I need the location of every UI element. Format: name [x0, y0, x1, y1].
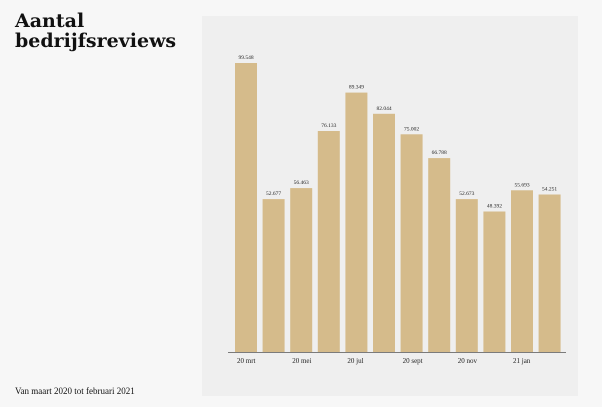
bar-20-mei: [290, 188, 313, 352]
x-tick-label: 20 mei: [292, 357, 311, 365]
bar-20-dec: [483, 211, 506, 352]
x-tick-label: 20 mrt: [237, 357, 256, 365]
chart-subtitle: Van maart 2020 tot februari 2021: [15, 386, 135, 396]
value-label: 55.693: [514, 182, 529, 188]
x-tick-label: 20 jul: [347, 357, 363, 365]
bar-21-jan: [511, 190, 533, 352]
value-label: 48.392: [487, 204, 502, 210]
value-label: 52.673: [459, 191, 474, 197]
value-label: 76.133: [321, 123, 336, 129]
x-tick-label: 20 sept: [403, 357, 423, 365]
value-label: 54.251: [542, 187, 557, 193]
bar-21-feb: [538, 194, 561, 352]
value-label: 66.788: [432, 150, 447, 156]
bar-20-nov: [455, 199, 478, 352]
value-label: 82.044: [376, 106, 391, 112]
value-label: 75.002: [404, 126, 419, 132]
bar-20-aug: [373, 113, 395, 352]
bar-20-okt: [428, 158, 451, 352]
bar-20-jul: [345, 92, 368, 352]
bar-20-jun: [317, 131, 340, 352]
value-label: 56.463: [294, 180, 309, 186]
value-label: 99.548: [238, 55, 253, 61]
chart-title: Aantal bedrijfsreviews: [15, 10, 177, 52]
bar-20-mrt: [235, 63, 257, 352]
bar-20-sept: [400, 134, 423, 352]
value-label: 89.349: [349, 85, 364, 91]
bar-20-apr: [262, 199, 285, 352]
x-tick-label: 20 nov: [458, 357, 478, 365]
x-tick-label: 21 jan: [513, 357, 531, 365]
value-label: 52.677: [266, 191, 281, 197]
